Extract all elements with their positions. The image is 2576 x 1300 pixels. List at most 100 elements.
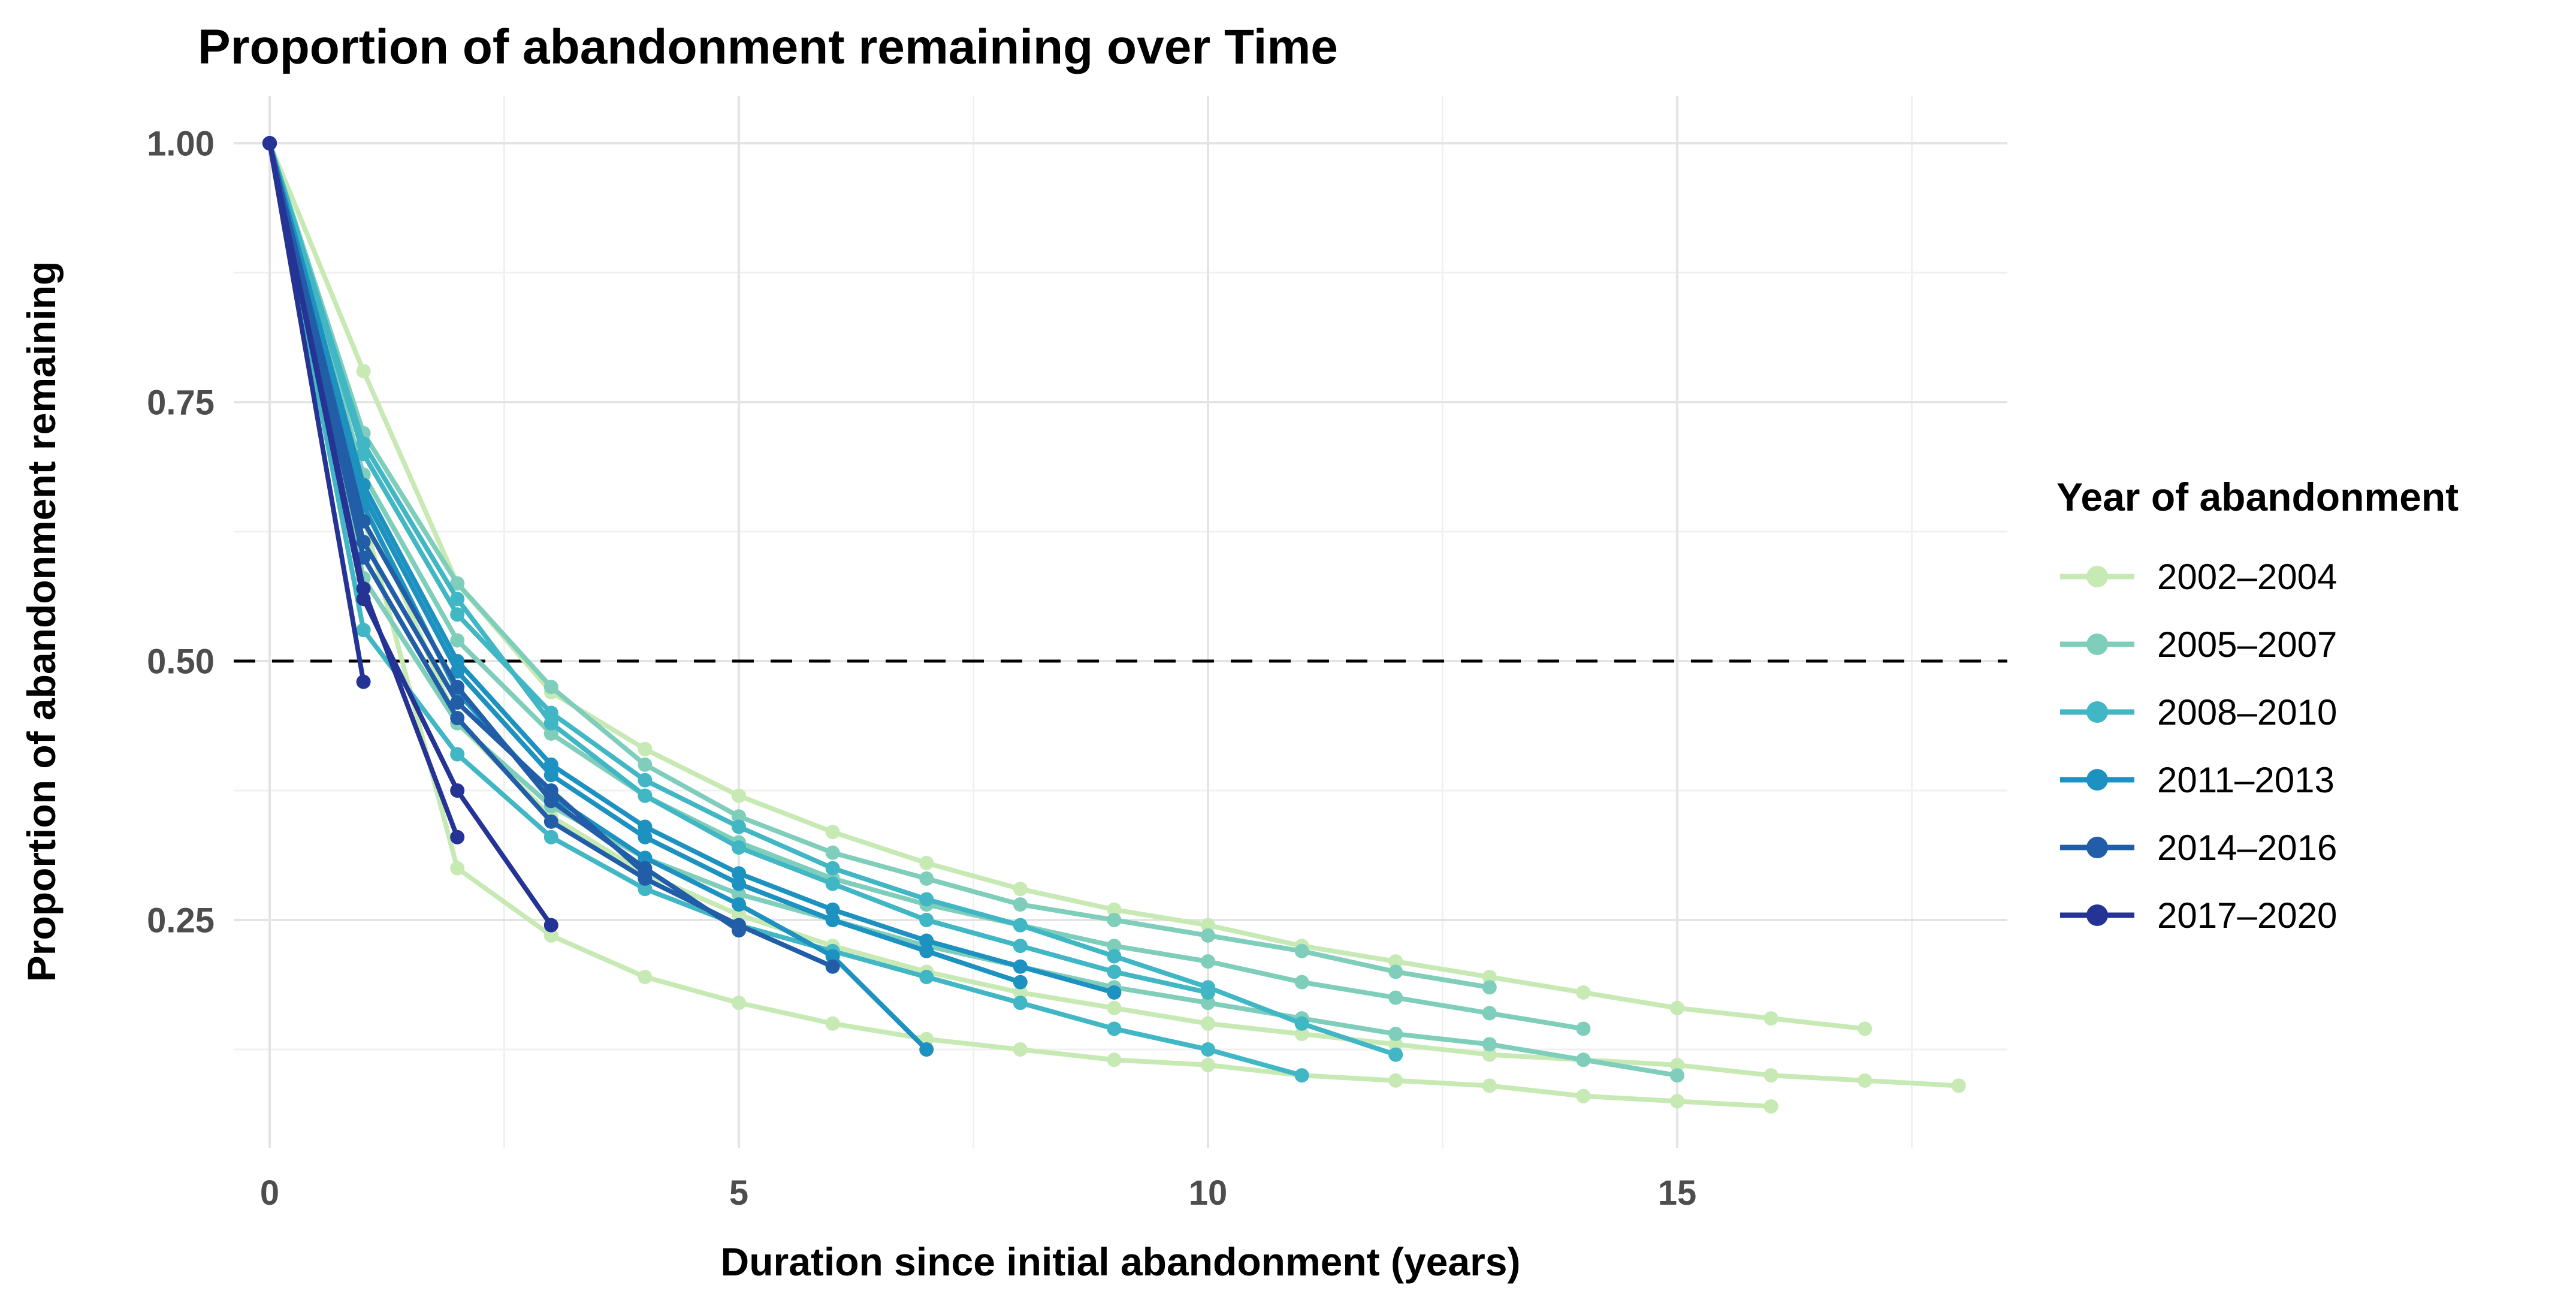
data-point-2017 <box>450 783 465 798</box>
data-point-2018 <box>356 581 371 596</box>
data-point-2006 <box>543 726 558 741</box>
data-point-2007 <box>825 845 840 860</box>
data-point-2004 <box>543 928 558 943</box>
legend-item-label: 2017–2020 <box>2157 895 2337 936</box>
data-point-2004 <box>1763 1099 1778 1114</box>
data-point-2002 <box>1388 1037 1403 1052</box>
data-point-2003 <box>1201 918 1215 933</box>
legend-key-dot-icon <box>2086 634 2108 655</box>
x-tick-label: 10 <box>1189 1174 1228 1212</box>
data-point-2019 <box>262 136 277 150</box>
data-point-2003 <box>825 825 840 840</box>
series-line-2003 <box>267 141 1868 1031</box>
data-point-2012 <box>543 768 558 783</box>
series-line-2007 <box>267 141 1492 990</box>
data-point-2006 <box>450 633 465 648</box>
data-point-2010 <box>825 876 840 891</box>
data-point-2008 <box>825 861 840 876</box>
data-point-2015 <box>450 680 465 695</box>
data-point-2004 <box>1576 1088 1591 1103</box>
data-point-2018 <box>450 830 465 844</box>
data-point-2010 <box>732 840 746 855</box>
data-point-2011 <box>732 866 746 881</box>
data-point-2009 <box>1201 1042 1215 1057</box>
data-point-2012 <box>1013 975 1028 990</box>
data-point-2002 <box>1201 1016 1215 1031</box>
data-point-2003 <box>1763 1011 1778 1026</box>
series-line-2019 <box>267 141 366 684</box>
data-point-2012 <box>638 830 653 844</box>
data-point-2008 <box>638 773 653 788</box>
series-line-2011 <box>267 141 1117 995</box>
data-point-2011 <box>1107 985 1122 1000</box>
legend-key-dot-icon <box>2086 566 2108 587</box>
x-axis-title: Duration since initial abandonment (year… <box>721 1239 1521 1284</box>
data-point-2007 <box>1013 897 1028 912</box>
data-point-2007 <box>1388 964 1403 979</box>
data-point-2003 <box>1107 902 1122 917</box>
data-point-2011 <box>825 902 840 917</box>
data-point-2009 <box>919 970 934 985</box>
legend-item: 2005–2007 <box>2060 625 2337 665</box>
data-point-2007 <box>1294 943 1309 958</box>
legend-items: 2002–2004 2005–2007 2008–2010 2011–2013 2014… <box>2060 557 2337 936</box>
data-point-2009 <box>1013 996 1028 1011</box>
data-point-2006 <box>1107 939 1122 954</box>
data-point-2004 <box>1670 1094 1684 1109</box>
data-point-2002 <box>1670 1057 1684 1072</box>
data-point-2019 <box>356 674 371 689</box>
x-tick-labels: 0 5 10 15 <box>260 1174 1696 1212</box>
y-tick-label: 0.50 <box>147 642 215 681</box>
legend-item-label: 2011–2013 <box>2157 760 2335 800</box>
data-point-2007 <box>450 576 465 591</box>
data-point-2009 <box>638 882 653 897</box>
x-tick-label: 5 <box>729 1174 748 1212</box>
data-point-2013 <box>825 949 840 964</box>
data-point-2005 <box>732 886 746 901</box>
data-point-2012 <box>825 913 840 927</box>
data-point-2014 <box>450 711 465 726</box>
legend-item: 2011–2013 <box>2060 760 2335 800</box>
data-point-2016 <box>356 535 371 550</box>
legend-item: 2002–2004 <box>2060 557 2337 597</box>
legend-title: Year of abandonment <box>2056 475 2459 519</box>
data-point-2008 <box>1388 1047 1403 1062</box>
data-point-2011 <box>919 933 934 948</box>
series-line-2013 <box>267 141 929 1052</box>
data-point-2010 <box>543 716 558 731</box>
series-line-2005 <box>267 141 1680 1078</box>
data-point-2010 <box>1201 985 1215 1000</box>
legend-item: 2014–2016 <box>2060 828 2337 868</box>
data-point-2012 <box>732 876 746 891</box>
chart-title: Proportion of abandonment remaining over… <box>198 20 1338 74</box>
data-point-2017 <box>543 918 558 933</box>
legend: Year of abandonment 2002–2004 2005–2007 20… <box>2056 475 2459 936</box>
series-line-2009 <box>267 141 1304 1078</box>
series-line-2016 <box>267 141 648 876</box>
data-point-2003 <box>356 364 371 379</box>
data-point-2008 <box>1107 949 1122 964</box>
data-point-2002 <box>1013 985 1028 1000</box>
legend-key-dot-icon <box>2086 904 2108 926</box>
data-point-2005 <box>1482 1037 1497 1052</box>
data-point-2002 <box>1763 1068 1778 1083</box>
data-point-2015 <box>732 923 746 938</box>
data-point-2002 <box>1858 1073 1873 1088</box>
y-tick-label: 0.75 <box>147 383 215 422</box>
data-point-2006 <box>1482 1006 1497 1021</box>
data-point-2009 <box>543 830 558 844</box>
data-point-2016 <box>638 866 653 881</box>
data-point-2004 <box>1107 1052 1122 1067</box>
data-point-2007 <box>1107 913 1122 927</box>
data-point-2002 <box>1294 1027 1309 1042</box>
data-point-2004 <box>1482 1078 1497 1093</box>
data-point-2007 <box>1482 980 1497 995</box>
data-point-2011 <box>638 819 653 834</box>
data-point-2007 <box>543 680 558 695</box>
data-point-2012 <box>919 943 934 958</box>
data-point-2009 <box>450 747 465 762</box>
data-point-2010 <box>356 436 371 451</box>
data-point-2002 <box>1107 1000 1122 1015</box>
data-point-2003 <box>732 788 746 803</box>
